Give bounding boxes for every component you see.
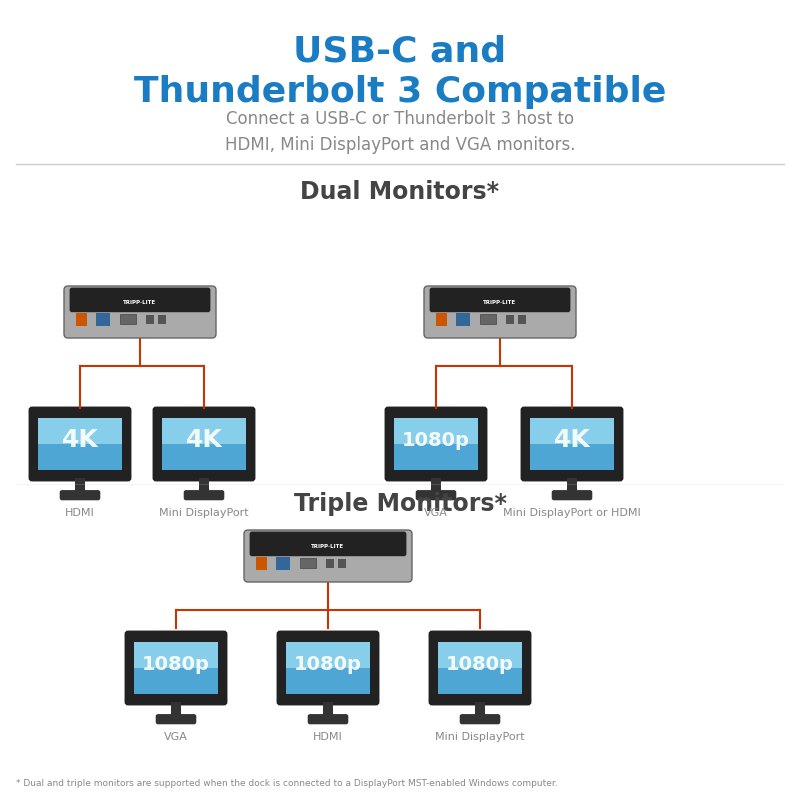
Text: 1080p: 1080p	[294, 654, 362, 674]
Bar	[286, 668, 370, 694]
Text: 4K: 4K	[62, 428, 98, 452]
FancyBboxPatch shape	[417, 490, 456, 499]
Bar	[394, 418, 478, 444]
Bar	[146, 314, 154, 325]
Bar	[276, 557, 290, 570]
Bar	[480, 314, 496, 325]
Text: 1080p: 1080p	[142, 654, 210, 674]
Bar	[475, 702, 485, 717]
Bar	[394, 444, 478, 470]
Bar	[120, 314, 136, 325]
Text: HDMI: HDMI	[313, 731, 343, 742]
Text: Mini DisplayPort or HDMI: Mini DisplayPort or HDMI	[503, 508, 641, 518]
Text: TRIPP·LITE: TRIPP·LITE	[311, 544, 345, 549]
FancyBboxPatch shape	[461, 715, 499, 723]
Bar	[300, 558, 316, 568]
FancyBboxPatch shape	[244, 530, 412, 582]
FancyBboxPatch shape	[154, 407, 254, 480]
Text: Connect a USB-C or Thunderbolt 3 host to
HDMI, Mini DisplayPort and VGA monitors: Connect a USB-C or Thunderbolt 3 host to…	[225, 110, 575, 154]
Text: Thunderbolt 3 Compatible: Thunderbolt 3 Compatible	[134, 75, 666, 109]
Bar	[199, 478, 209, 492]
FancyBboxPatch shape	[64, 286, 216, 338]
Text: VGA: VGA	[164, 731, 188, 742]
Bar	[323, 702, 333, 717]
Text: VGA: VGA	[424, 508, 448, 518]
Bar	[96, 313, 110, 326]
Bar	[506, 314, 514, 325]
Text: 4K: 4K	[554, 428, 590, 452]
Bar	[134, 642, 218, 668]
Bar	[171, 702, 181, 717]
FancyBboxPatch shape	[157, 715, 195, 723]
FancyBboxPatch shape	[30, 407, 130, 480]
Text: TRIPP·LITE: TRIPP·LITE	[123, 300, 157, 305]
Bar	[338, 558, 346, 568]
Text: Mini DisplayPort: Mini DisplayPort	[435, 731, 525, 742]
Text: Dual Monitors*: Dual Monitors*	[301, 180, 499, 204]
Bar	[436, 313, 447, 326]
Text: 1080p: 1080p	[446, 654, 514, 674]
Text: Mini DisplayPort: Mini DisplayPort	[159, 508, 249, 518]
Bar	[76, 313, 87, 326]
Bar	[456, 313, 470, 326]
Bar	[326, 558, 334, 568]
Bar	[158, 314, 166, 325]
Bar	[162, 444, 246, 470]
Bar	[567, 478, 577, 492]
Bar	[286, 642, 370, 668]
Bar	[518, 314, 526, 325]
FancyBboxPatch shape	[308, 715, 347, 723]
Bar	[38, 444, 122, 470]
FancyBboxPatch shape	[278, 632, 378, 705]
Bar	[134, 668, 218, 694]
Text: Triple Monitors*: Triple Monitors*	[294, 492, 506, 516]
Text: 4K: 4K	[186, 428, 222, 452]
Bar	[438, 642, 522, 668]
Text: * Dual and triple monitors are supported when the dock is connected to a Display: * Dual and triple monitors are supported…	[16, 779, 558, 788]
FancyBboxPatch shape	[424, 286, 576, 338]
FancyBboxPatch shape	[184, 490, 224, 499]
Bar	[75, 478, 85, 492]
Bar	[38, 418, 122, 444]
FancyBboxPatch shape	[70, 287, 210, 312]
Text: USB-C and: USB-C and	[294, 35, 506, 69]
Bar	[530, 444, 614, 470]
Bar	[530, 418, 614, 444]
FancyBboxPatch shape	[522, 407, 622, 480]
Bar	[256, 557, 267, 570]
FancyBboxPatch shape	[430, 632, 530, 705]
Bar	[431, 478, 441, 492]
FancyBboxPatch shape	[250, 532, 406, 556]
FancyBboxPatch shape	[61, 490, 100, 499]
Bar	[162, 418, 246, 444]
Text: TRIPP·LITE: TRIPP·LITE	[483, 300, 517, 305]
FancyBboxPatch shape	[552, 490, 592, 499]
Text: 1080p: 1080p	[402, 430, 470, 450]
Text: HDMI: HDMI	[65, 508, 95, 518]
Bar	[438, 668, 522, 694]
FancyBboxPatch shape	[430, 287, 570, 312]
FancyBboxPatch shape	[386, 407, 486, 480]
FancyBboxPatch shape	[126, 632, 226, 705]
